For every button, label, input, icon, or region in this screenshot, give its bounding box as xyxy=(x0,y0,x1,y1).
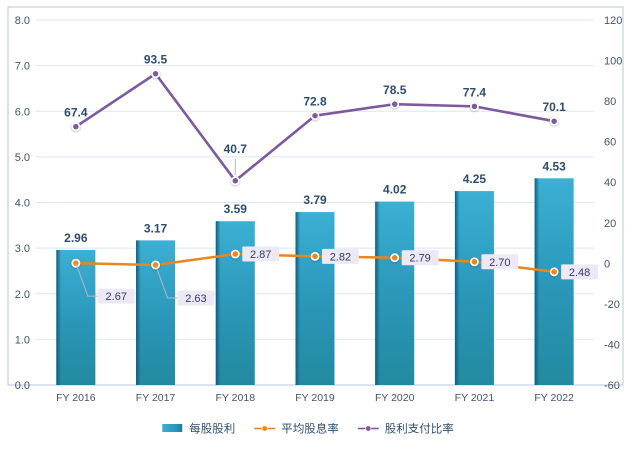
svg-text:60: 60 xyxy=(604,137,616,149)
svg-text:0.0: 0.0 xyxy=(15,380,30,392)
svg-text:80: 80 xyxy=(604,96,616,108)
svg-text:FY 2016: FY 2016 xyxy=(56,392,96,404)
svg-text:-60: -60 xyxy=(604,380,620,392)
svg-text:股利支付比率: 股利支付比率 xyxy=(385,422,454,436)
svg-text:2.70: 2.70 xyxy=(489,257,510,269)
svg-text:4.0: 4.0 xyxy=(15,198,30,210)
svg-text:3.79: 3.79 xyxy=(303,193,327,207)
svg-text:5.0: 5.0 xyxy=(15,152,30,164)
svg-text:2.0: 2.0 xyxy=(15,289,30,301)
svg-text:78.5: 78.5 xyxy=(383,83,407,97)
svg-text:20: 20 xyxy=(604,218,616,230)
svg-text:3.0: 3.0 xyxy=(15,243,30,255)
svg-text:100: 100 xyxy=(604,56,622,68)
svg-text:67.4: 67.4 xyxy=(64,106,88,120)
svg-text:FY 2018: FY 2018 xyxy=(216,392,256,404)
svg-text:120: 120 xyxy=(604,15,622,27)
svg-text:40.7: 40.7 xyxy=(224,142,248,156)
svg-text:77.4: 77.4 xyxy=(463,85,487,99)
svg-text:2.48: 2.48 xyxy=(569,267,590,279)
svg-text:40: 40 xyxy=(604,177,616,189)
svg-text:93.5: 93.5 xyxy=(144,53,168,67)
svg-text:4.25: 4.25 xyxy=(463,172,487,186)
svg-text:6.0: 6.0 xyxy=(15,106,30,118)
svg-text:FY 2021: FY 2021 xyxy=(455,392,495,404)
svg-text:FY 2019: FY 2019 xyxy=(295,392,335,404)
svg-text:2.63: 2.63 xyxy=(185,293,206,305)
svg-text:-40: -40 xyxy=(604,339,620,351)
svg-text:3.59: 3.59 xyxy=(224,202,248,216)
svg-text:2.67: 2.67 xyxy=(106,291,127,303)
svg-text:7.0: 7.0 xyxy=(15,61,30,73)
svg-text:-20: -20 xyxy=(604,299,620,311)
svg-text:2.82: 2.82 xyxy=(330,251,351,263)
svg-text:FY 2022: FY 2022 xyxy=(534,392,574,404)
svg-text:平均股息率: 平均股息率 xyxy=(281,422,339,436)
svg-text:0: 0 xyxy=(604,258,610,270)
svg-text:FY 2017: FY 2017 xyxy=(136,392,176,404)
svg-text:每股股利: 每股股利 xyxy=(189,423,235,436)
svg-text:2.87: 2.87 xyxy=(250,249,271,261)
svg-text:8.0: 8.0 xyxy=(15,15,30,27)
svg-text:70.1: 70.1 xyxy=(542,100,566,114)
svg-text:3.17: 3.17 xyxy=(144,221,168,235)
svg-text:4.53: 4.53 xyxy=(542,159,566,173)
svg-text:72.8: 72.8 xyxy=(303,95,327,109)
svg-text:FY 2020: FY 2020 xyxy=(375,392,415,404)
svg-text:2.96: 2.96 xyxy=(64,231,88,245)
svg-text:1.0: 1.0 xyxy=(15,334,30,346)
svg-text:4.02: 4.02 xyxy=(383,183,407,197)
svg-text:2.79: 2.79 xyxy=(409,253,430,265)
